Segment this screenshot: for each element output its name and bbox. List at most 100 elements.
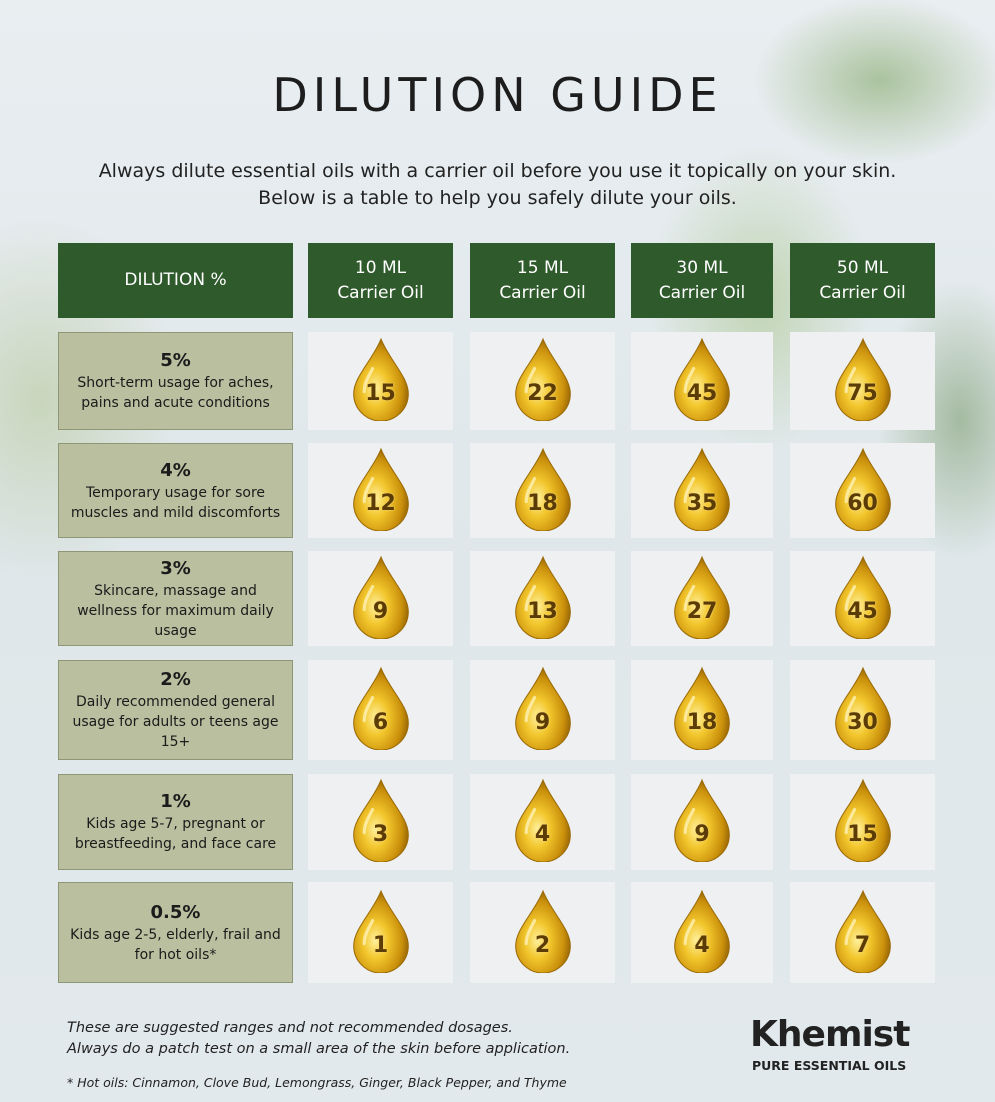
drop-cell: 4 [470, 774, 615, 870]
oil-drop [670, 778, 734, 862]
drop-count: 35 [686, 490, 718, 516]
dilution-percent: 1% [160, 791, 191, 812]
drop-cell: 9 [308, 551, 453, 646]
drop-cell: 75 [790, 332, 935, 430]
drop-cell: 45 [790, 551, 935, 646]
dilution-percent: 5% [160, 350, 191, 371]
note: Always do a patch test on a small area o… [67, 1041, 571, 1057]
oil-drop [349, 666, 413, 750]
row-label: 3% Skincare, massage and wellness for max… [58, 551, 293, 646]
drop-cell: 15 [308, 332, 453, 430]
oil-drop [670, 889, 734, 973]
oil-drop [670, 447, 734, 531]
row-label: 1% Kids age 5-7, pregnant or breastfeedin… [58, 774, 293, 870]
dilution-description: Temporary usage for sore muscles and mil… [70, 484, 281, 521]
drop-cell: 15 [790, 774, 935, 870]
drop-count: 15 [365, 381, 396, 406]
dilution-description: Skincare, massage and wellness for maxim… [77, 582, 274, 639]
column-volume: 10 ML [354, 257, 407, 278]
drop-cell: 27 [631, 551, 773, 646]
drop-count: 9 [534, 710, 551, 735]
title: DILUTION GUIDE [272, 68, 723, 122]
dilution-percent: 2% [160, 669, 191, 690]
drop-cell: 3 [308, 774, 453, 870]
oil-drop [511, 778, 575, 862]
drop-count: 30 [847, 710, 878, 735]
dilution-percent: 0.5% [150, 901, 201, 923]
oil-drop [349, 889, 413, 973]
column-header: 30 ML Carrier Oil [631, 243, 773, 318]
dilution-description: Kids age 2-5, elderly, frail and for hot… [70, 926, 281, 963]
drop-count: 75 [847, 381, 878, 406]
oil-drop [670, 666, 734, 750]
oil-drop [349, 778, 413, 862]
drop-count: 18 [686, 710, 718, 735]
drop-cell: 13 [470, 551, 615, 646]
drop-cell: 1 [308, 882, 453, 983]
drop-count: 13 [527, 598, 558, 624]
drop-cell: 60 [790, 443, 935, 538]
oil-drop [831, 889, 895, 973]
oil-drop [670, 555, 734, 639]
oil-drop [511, 666, 575, 750]
drop-count: 18 [527, 490, 558, 516]
drop-count: 27 [686, 598, 718, 624]
dilution-percent: 4% [160, 459, 191, 481]
column-volume: 50 ML [836, 257, 889, 278]
drop-cell: 45 [631, 332, 773, 430]
drop-count: 4 [694, 932, 710, 958]
drop-count: 45 [847, 598, 878, 624]
oil-drop [831, 555, 895, 639]
drop-count: 2 [534, 932, 551, 958]
column-label: Carrier Oil [499, 282, 586, 303]
drop-count: 22 [527, 381, 558, 406]
oil-drop [349, 337, 413, 421]
drop-count: 12 [365, 490, 396, 516]
drop-cell: 9 [631, 774, 773, 870]
drop-count: 1 [372, 932, 389, 958]
drop-cell: 7 [790, 882, 935, 983]
drop-cell: 6 [308, 660, 453, 760]
oil-drop [831, 666, 895, 750]
oil-drop [831, 447, 895, 531]
drop-count: 7 [854, 932, 871, 958]
column-label: Carrier Oil [819, 282, 906, 303]
drop-cell: 22 [470, 332, 615, 430]
drop-count: 3 [372, 822, 389, 847]
column-label: Carrier Oil [658, 282, 746, 303]
oil-drop [511, 337, 575, 421]
dilution-description: Short-term usage for aches, pains and ac… [77, 375, 274, 411]
drop-count: 4 [534, 822, 551, 847]
oil-drop [511, 555, 575, 639]
drop-count: 9 [694, 822, 710, 847]
row-label: 4% Temporary usage for sore muscles and m… [58, 443, 293, 538]
column-volume: 15 ML [516, 257, 569, 278]
column-volume: 30 ML [676, 257, 728, 278]
drop-cell: 18 [631, 660, 773, 760]
drop-count: 60 [847, 490, 878, 516]
column-header: 10 ML Carrier Oil [308, 243, 453, 318]
oil-drop [349, 555, 413, 639]
intro: Always dilute essential oils with a carr… [98, 160, 897, 209]
oil-drop [511, 889, 575, 973]
column-label: Carrier Oil [337, 282, 424, 303]
drop-count: 9 [372, 598, 389, 624]
oil-drop [670, 337, 734, 421]
column-header: 15 ML Carrier Oil [470, 243, 615, 318]
drop-count: 15 [847, 822, 878, 847]
corner-header: DILUTION % [58, 243, 293, 318]
row-label: 5% Short-term usage for aches, pains and … [58, 332, 293, 430]
column-header: 50 ML Carrier Oil [790, 243, 935, 318]
notes: These are suggested ranges and not recom… [67, 1018, 707, 1060]
row-label: 2% Daily recommended general usage for ad… [58, 660, 293, 760]
hot-oils-note: * Hot oils: Cinnamon, Clove Bud, Lemongr… [67, 1075, 567, 1090]
tagline: PURE ESSENTIAL OILS [752, 1058, 907, 1073]
dilution-percent: 3% [160, 557, 191, 579]
drop-cell: 18 [470, 443, 615, 538]
drop-cell: 30 [790, 660, 935, 760]
drop-cell: 9 [470, 660, 615, 760]
row-label: 0.5% Kids age 2-5, elderly, frail and for… [58, 882, 293, 983]
oil-drop [831, 337, 895, 421]
drop-cell: 12 [308, 443, 453, 538]
